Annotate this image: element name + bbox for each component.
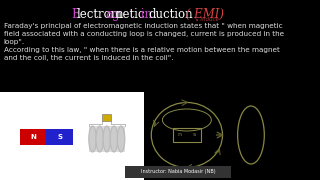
Text: According to this law, " when there is a relative motion between the magnet
and : According to this law, " when there is a… [4,47,279,61]
Ellipse shape [117,126,125,152]
FancyBboxPatch shape [102,114,111,121]
Text: N: N [30,134,36,140]
FancyBboxPatch shape [124,166,231,178]
FancyBboxPatch shape [46,129,73,145]
Text: s: s [192,132,196,138]
Ellipse shape [110,126,118,152]
Text: ↘ Induce: ↘ Induce [194,17,219,22]
Text: in: in [137,8,152,21]
FancyBboxPatch shape [20,129,46,145]
Ellipse shape [96,126,103,152]
Text: netic: netic [116,8,145,21]
Text: S: S [57,134,62,140]
Text: E: E [71,8,80,21]
Ellipse shape [103,126,110,152]
FancyBboxPatch shape [0,92,144,180]
Ellipse shape [89,126,96,152]
Text: n: n [178,132,182,138]
Text: Instructor: Nabia Modasir (NB): Instructor: Nabia Modasir (NB) [141,170,215,174]
Text: ( EMI): ( EMI) [182,8,224,21]
Text: Faraday's principal of electromagnetic induction states that " when magnetic
fie: Faraday's principal of electromagnetic i… [4,23,284,45]
Text: lectrom: lectrom [76,8,123,21]
FancyBboxPatch shape [89,126,124,152]
Text: duction: duction [148,8,193,21]
Text: ag: ag [105,8,119,21]
